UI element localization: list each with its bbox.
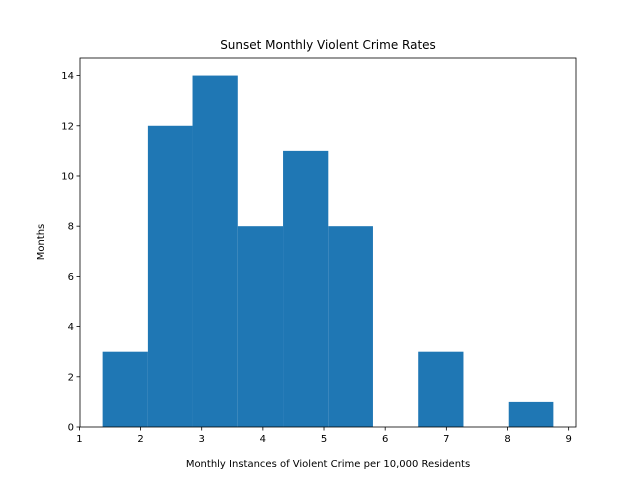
y-tick-label: 6 — [68, 272, 74, 283]
x-axis-label: Monthly Instances of Violent Crime per 1… — [186, 459, 470, 470]
x-tick-label: 6 — [382, 434, 388, 445]
y-tick-label: 0 — [68, 423, 74, 434]
plot-frame — [79, 57, 577, 428]
bar — [508, 401, 554, 427]
y-tick-label: 14 — [61, 71, 74, 82]
y-tick-label: 10 — [61, 171, 74, 182]
bar — [328, 226, 373, 427]
bar — [102, 351, 148, 427]
x-tick-label: 9 — [565, 434, 571, 445]
x-tick-label: 3 — [199, 434, 205, 445]
x-tick-label: 2 — [137, 434, 143, 445]
bar — [237, 226, 284, 427]
x-tick-label: 1 — [76, 434, 82, 445]
y-axis-label: Months — [36, 224, 47, 261]
bar — [283, 150, 329, 427]
x-tick-label: 5 — [321, 434, 327, 445]
bar — [192, 75, 238, 428]
x-tick-label: 8 — [504, 434, 510, 445]
y-tick-label: 2 — [68, 372, 74, 383]
x-tick-label: 7 — [443, 434, 449, 445]
x-tick-label: 4 — [260, 434, 266, 445]
chart-title: Sunset Monthly Violent Crime Rates — [220, 38, 436, 52]
bar — [418, 351, 464, 427]
y-tick-label: 4 — [68, 322, 74, 333]
y-tick-label: 8 — [68, 222, 74, 233]
y-tick-label: 12 — [61, 121, 74, 132]
bar — [147, 125, 193, 427]
